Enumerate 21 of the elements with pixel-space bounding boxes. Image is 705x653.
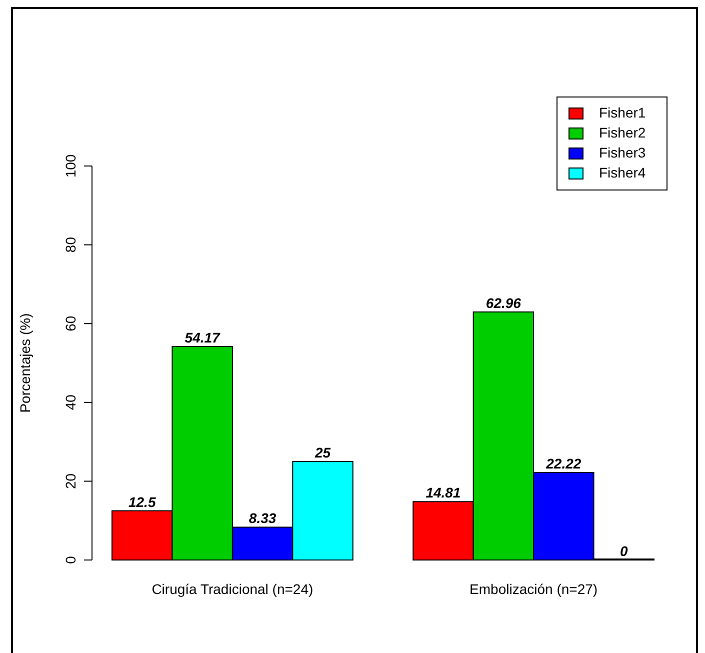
y-tick-label: 0 xyxy=(62,556,79,564)
y-tick-label: 80 xyxy=(62,236,79,253)
legend-label: Fisher2 xyxy=(599,124,646,141)
y-tick-label: 40 xyxy=(62,394,79,410)
y-tick-label: 60 xyxy=(62,316,79,332)
data-label: 0 xyxy=(620,543,628,559)
legend-label: Fisher1 xyxy=(599,104,646,121)
data-label: 12.5 xyxy=(128,494,156,510)
x-tick-label: Embolización (n=27) xyxy=(470,581,598,597)
data-label: 14.81 xyxy=(426,484,461,501)
data-label: 8.33 xyxy=(248,510,276,526)
data-label: 25 xyxy=(314,444,331,460)
legend-label: Fisher3 xyxy=(599,144,646,161)
data-label: 54.17 xyxy=(184,330,222,346)
legend-label: Fisher4 xyxy=(599,164,646,181)
y-tick-label: 100 xyxy=(62,154,79,178)
data-label: 62.96 xyxy=(486,294,522,311)
y-tick-label: 20 xyxy=(62,473,79,489)
data-label: 22.22 xyxy=(545,455,582,472)
x-tick-label: Cirugía Tradicional (n=24) xyxy=(152,581,314,597)
y-axis-title: Porcentajes (%) xyxy=(17,313,33,413)
